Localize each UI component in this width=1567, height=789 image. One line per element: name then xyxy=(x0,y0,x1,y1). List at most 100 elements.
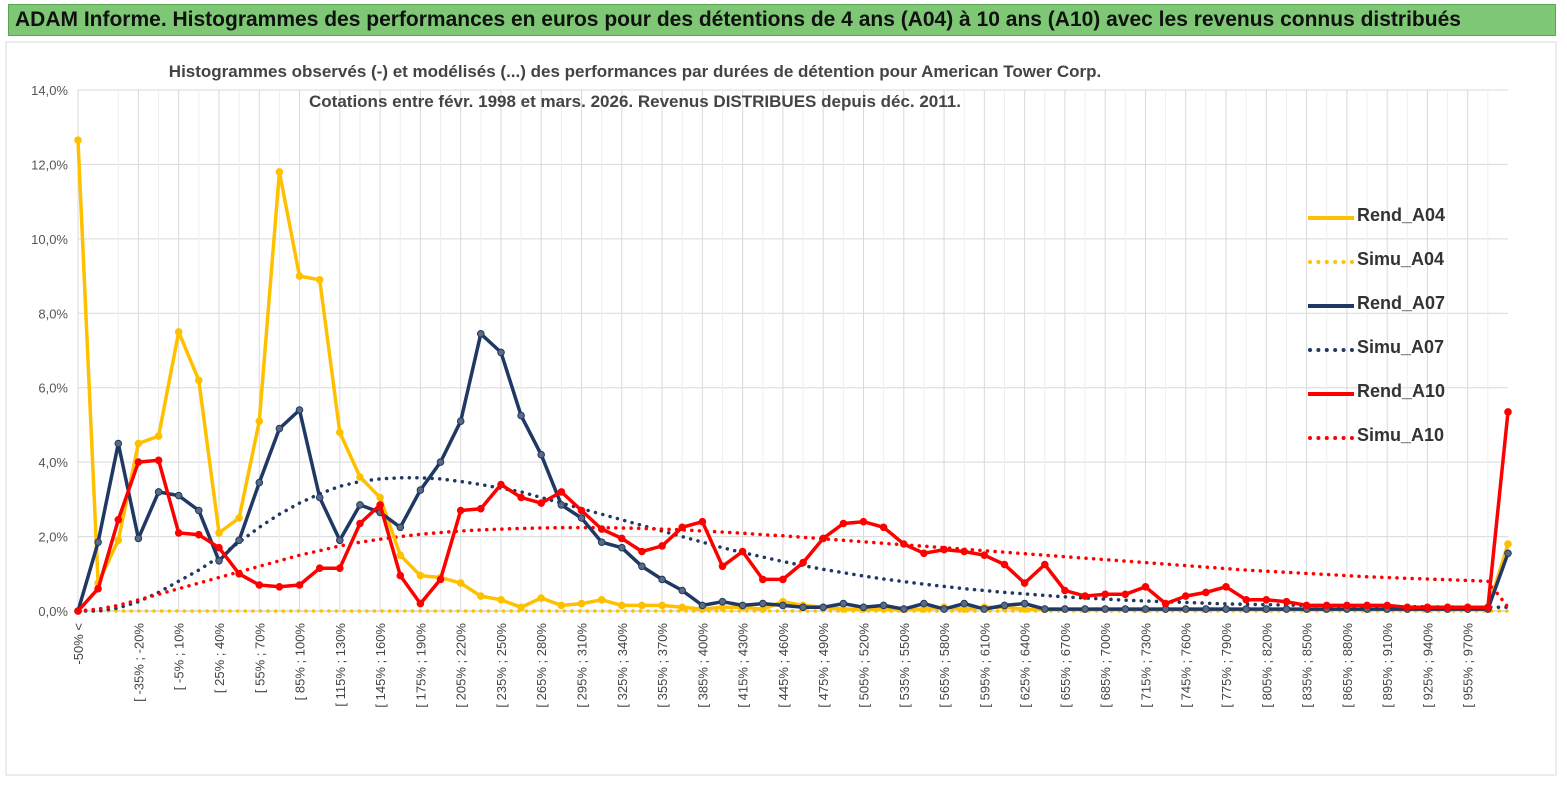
point-Rend_A07 xyxy=(114,439,123,448)
point-Rend_A04 xyxy=(134,439,143,448)
point-Rend_A07 xyxy=(1061,605,1069,613)
point-Rend_A07 xyxy=(1020,599,1029,608)
point-Rend_A10 xyxy=(456,506,465,515)
point-Rend_A04 xyxy=(396,551,405,560)
point-Rend_A10 xyxy=(537,499,546,507)
point-Rend_A07 xyxy=(1101,605,1109,613)
point-Rend_A10 xyxy=(1423,603,1432,612)
point-Rend_A10 xyxy=(940,545,948,554)
point-Rend_A07 xyxy=(819,603,828,612)
point-Rend_A10 xyxy=(759,575,767,584)
y-tick-label: 2,0% xyxy=(38,530,68,545)
point-Rend_A07 xyxy=(678,586,687,595)
point-Rend_A10 xyxy=(477,504,485,513)
point-Rend_A10 xyxy=(638,547,646,556)
point-Rend_A10 xyxy=(1363,601,1371,610)
point-Rend_A10 xyxy=(618,534,626,543)
point-Rend_A07 xyxy=(738,601,747,610)
legend-swatch xyxy=(1308,304,1354,308)
point-Rend_A10 xyxy=(1343,601,1351,610)
point-Rend_A10 xyxy=(557,488,566,496)
point-Rend_A07 xyxy=(315,493,324,502)
point-Rend_A10 xyxy=(779,575,787,584)
x-tick-label: [ 955% ; 970% xyxy=(1461,623,1476,708)
series-line-Rend_A04 xyxy=(76,138,1510,611)
point-Rend_A10 xyxy=(416,599,425,608)
point-Rend_A04 xyxy=(618,601,626,610)
legend-label: Rend_A04 xyxy=(1357,205,1446,225)
series-line-Simu_A07 xyxy=(76,476,1510,613)
point-Rend_A07 xyxy=(436,458,445,466)
point-Rend_A10 xyxy=(718,562,727,571)
point-Rend_A04 xyxy=(537,594,546,602)
x-tick-label: [ 715% ; 730% xyxy=(1138,623,1153,708)
point-Rend_A10 xyxy=(154,456,163,465)
point-Rend_A10 xyxy=(920,549,928,558)
point-Rend_A10 xyxy=(517,493,525,502)
point-Rend_A07 xyxy=(779,601,787,610)
legend-item-Simu_A10: Simu_A10 xyxy=(1300,420,1490,464)
point-Rend_A04 xyxy=(658,601,666,610)
point-Rend_A10 xyxy=(839,519,848,528)
x-tick-label: [ 85% ; 100% xyxy=(293,623,308,701)
point-Rend_A07 xyxy=(235,536,243,545)
point-Rend_A10 xyxy=(396,571,405,580)
x-tick-label: [ 25% ; 40% xyxy=(212,623,227,694)
chart-border xyxy=(5,41,1557,776)
point-Rend_A10 xyxy=(1403,603,1412,612)
legend-label: Rend_A10 xyxy=(1357,381,1446,401)
point-Rend_A10 xyxy=(376,501,384,509)
point-Rend_A04 xyxy=(1504,540,1512,548)
point-Rend_A04 xyxy=(195,376,203,385)
point-Rend_A04 xyxy=(477,592,485,600)
point-Rend_A04 xyxy=(275,168,284,176)
point-Rend_A10 xyxy=(1081,592,1089,600)
series-line-Rend_A10 xyxy=(76,410,1510,613)
point-Rend_A07 xyxy=(1081,605,1089,613)
chart-title: Histogrammes observés (-) et modélisés (… xyxy=(168,62,1102,81)
point-Rend_A10 xyxy=(195,530,203,539)
point-Rend_A07 xyxy=(960,599,969,608)
x-tick-label: [ 295% ; 310% xyxy=(575,623,590,708)
point-Rend_A10 xyxy=(74,607,82,615)
point-Rend_A04 xyxy=(255,417,264,426)
point-Rend_A10 xyxy=(497,480,505,489)
x-tick-label: [ 775% ; 790% xyxy=(1219,623,1234,708)
x-tick-label: [ -35% ; -20% xyxy=(131,623,146,702)
point-Rend_A10 xyxy=(597,525,606,533)
point-Rend_A07 xyxy=(497,348,505,357)
point-Rend_A04 xyxy=(295,272,304,280)
point-Rend_A07 xyxy=(799,603,807,612)
point-Rend_A10 xyxy=(1322,601,1331,610)
x-tick-label: [ 835% ; 850% xyxy=(1300,623,1315,708)
point-Rend_A07 xyxy=(900,605,908,613)
report-banner: ADAM Informe. Histogrammes des performan… xyxy=(8,4,1556,36)
point-Rend_A07 xyxy=(295,406,304,414)
point-Rend_A10 xyxy=(94,584,102,593)
point-Rend_A07 xyxy=(195,506,203,515)
point-Rend_A10 xyxy=(1101,590,1109,599)
point-Rend_A07 xyxy=(174,491,183,500)
point-Rend_A07 xyxy=(1041,605,1049,613)
x-tick-label: [ 595% ; 610% xyxy=(977,623,992,708)
legend-swatch xyxy=(1308,392,1354,396)
point-Rend_A07 xyxy=(396,523,405,532)
point-Rend_A07 xyxy=(597,538,606,547)
legend-swatch xyxy=(1308,436,1354,440)
point-Rend_A10 xyxy=(1202,588,1210,597)
legend-item-Simu_A07: Simu_A07 xyxy=(1300,332,1490,376)
point-Rend_A10 xyxy=(215,543,223,552)
point-Rend_A04 xyxy=(336,428,344,437)
point-Rend_A04 xyxy=(74,136,82,144)
point-Rend_A04 xyxy=(315,276,324,284)
point-Rend_A07 xyxy=(1282,605,1291,613)
point-Rend_A07 xyxy=(336,536,344,545)
x-tick-label: [ 235% ; 250% xyxy=(494,623,509,708)
point-Rend_A07 xyxy=(718,597,727,606)
point-Rend_A10 xyxy=(1041,560,1049,569)
point-Rend_A07 xyxy=(1181,605,1190,613)
point-Rend_A07 xyxy=(134,534,143,543)
x-tick-label: [ 205% ; 220% xyxy=(454,623,469,708)
point-Rend_A10 xyxy=(1222,583,1230,591)
legend-label: Simu_A10 xyxy=(1357,425,1445,445)
